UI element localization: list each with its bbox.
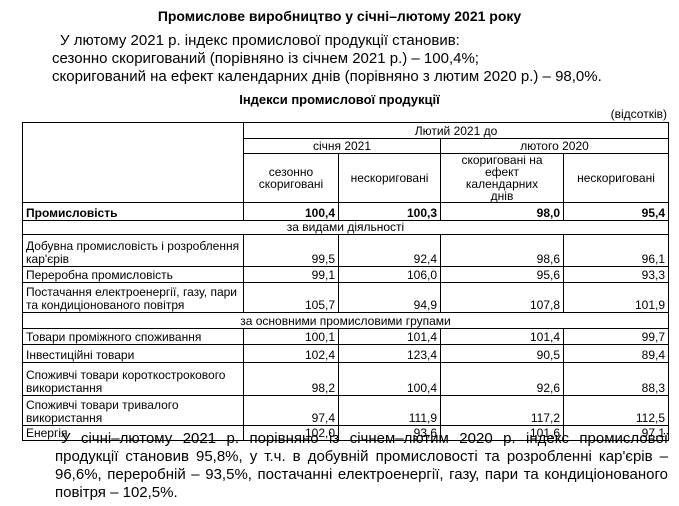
- column-header: нескориговані: [563, 153, 669, 203]
- cell-value: 98,0: [440, 202, 564, 221]
- cell-value: 94,9: [338, 282, 441, 313]
- cell-value: 95,4: [563, 202, 669, 221]
- title: Промислове виробництво у січні–лютому 20…: [157, 8, 522, 24]
- cell-value: 97,4: [243, 395, 339, 426]
- cell-value: 99,7: [563, 328, 669, 345]
- cell-value: 106,0: [338, 266, 441, 283]
- row-label: Постачання електроенергії, газу, пари та…: [22, 282, 244, 313]
- cell-value: 93,3: [563, 266, 669, 283]
- section-row: за основними промисловими групами: [22, 312, 669, 329]
- row-label: Енергія: [22, 425, 244, 441]
- cell-value: 97,1: [563, 425, 669, 441]
- row-label: Переробна промисловість: [22, 266, 244, 283]
- cell-value: 98,6: [440, 234, 564, 267]
- table-row: Постачання електроенергії, газу, пари та…: [22, 282, 669, 313]
- table-row: за видами діяльності: [22, 220, 669, 235]
- cell-value: 100,3: [338, 202, 441, 221]
- column-header: скориговані на ефект календарних днів: [440, 153, 564, 203]
- row-label: Промисловість: [22, 202, 244, 221]
- column-header: нескориговані: [338, 153, 441, 203]
- header-group: лютого 2020: [440, 138, 669, 154]
- table-row: за основними промисловими групами: [22, 312, 669, 329]
- row-label: Добувна промисловість і розроблення кар'…: [22, 234, 244, 267]
- row-label: Інвестиційні товари: [22, 344, 244, 363]
- cell-value: 95,6: [440, 266, 564, 283]
- intro-line: У лютому 2021 р. індекс промислової прод…: [60, 32, 460, 49]
- cell-value: 90,5: [440, 344, 564, 363]
- cell-value: 101,4: [338, 328, 441, 345]
- cell-value: 88,3: [563, 362, 669, 396]
- cell-value: 96,1: [563, 234, 669, 267]
- cell-value: 93,6: [338, 425, 441, 441]
- table-row: Добувна промисловість і розроблення кар'…: [22, 234, 669, 267]
- cell-value: 100,4: [243, 202, 339, 221]
- footer-paragraph: У січні–лютому 2021 р. порівняно із січн…: [55, 430, 668, 501]
- table-row: Переробна промисловість 99,1 106,0 95,6 93,3: [22, 266, 669, 283]
- cell-value: 92,4: [338, 234, 441, 267]
- corner-cell: [22, 122, 244, 203]
- cell-value: 100,4: [338, 362, 441, 396]
- cell-value: 101,6: [440, 425, 564, 441]
- cell-value: 98,2: [243, 362, 339, 396]
- cell-value: 117,2: [440, 395, 564, 426]
- table-row: Енергія 102,0 93,6 101,6 97,1: [22, 425, 669, 441]
- table-row: Споживчі товари тривалого використання 97…: [22, 395, 669, 426]
- cell-value: 123,4: [338, 344, 441, 363]
- intro-line: скоригований на ефект календарних днів (…: [52, 68, 602, 85]
- cell-value: 100,1: [243, 328, 339, 345]
- cell-value: 112,5: [563, 395, 669, 426]
- intro-line: сезонно скоригований (порівняно із січне…: [52, 50, 479, 67]
- row-label: Споживчі товари короткострокового викори…: [22, 362, 244, 396]
- cell-value: 99,1: [243, 266, 339, 283]
- cell-value: 89,4: [563, 344, 669, 363]
- cell-value: 101,4: [440, 328, 564, 345]
- table: Лютий 2021 до січня 2021 лютого 2020 сез…: [22, 122, 669, 441]
- cell-value: 99,5: [243, 234, 339, 267]
- table-row: Товари проміжного споживання 100,1 101,4 10…: [22, 328, 669, 345]
- header-top: Лютий 2021 до: [243, 122, 669, 139]
- cell-value: 111,9: [338, 395, 441, 426]
- section-row: за видами діяльності: [22, 220, 669, 235]
- table-row: Інвестиційні товари 102,4 123,4 90,5 89,4: [22, 344, 669, 363]
- row-label: Товари проміжного споживання: [22, 328, 244, 345]
- cell-value: 102,4: [243, 344, 339, 363]
- table-row: Споживчі товари короткострокового викори…: [22, 362, 669, 396]
- cell-value: 92,6: [440, 362, 564, 396]
- cell-value: 101,9: [563, 282, 669, 313]
- table-row: Промисловість 100,4 100,3 98,0 95,4: [22, 202, 669, 221]
- column-header: сезонно скориговані: [243, 153, 339, 203]
- table-title: Індекси промислової продукції: [239, 92, 440, 107]
- header-group: січня 2021: [243, 138, 441, 154]
- row-label: Споживчі товари тривалого використання: [22, 395, 244, 426]
- cell-value: 105,7: [243, 282, 339, 313]
- cell-value: 107,8: [440, 282, 564, 313]
- unit: (відсотків): [610, 107, 667, 121]
